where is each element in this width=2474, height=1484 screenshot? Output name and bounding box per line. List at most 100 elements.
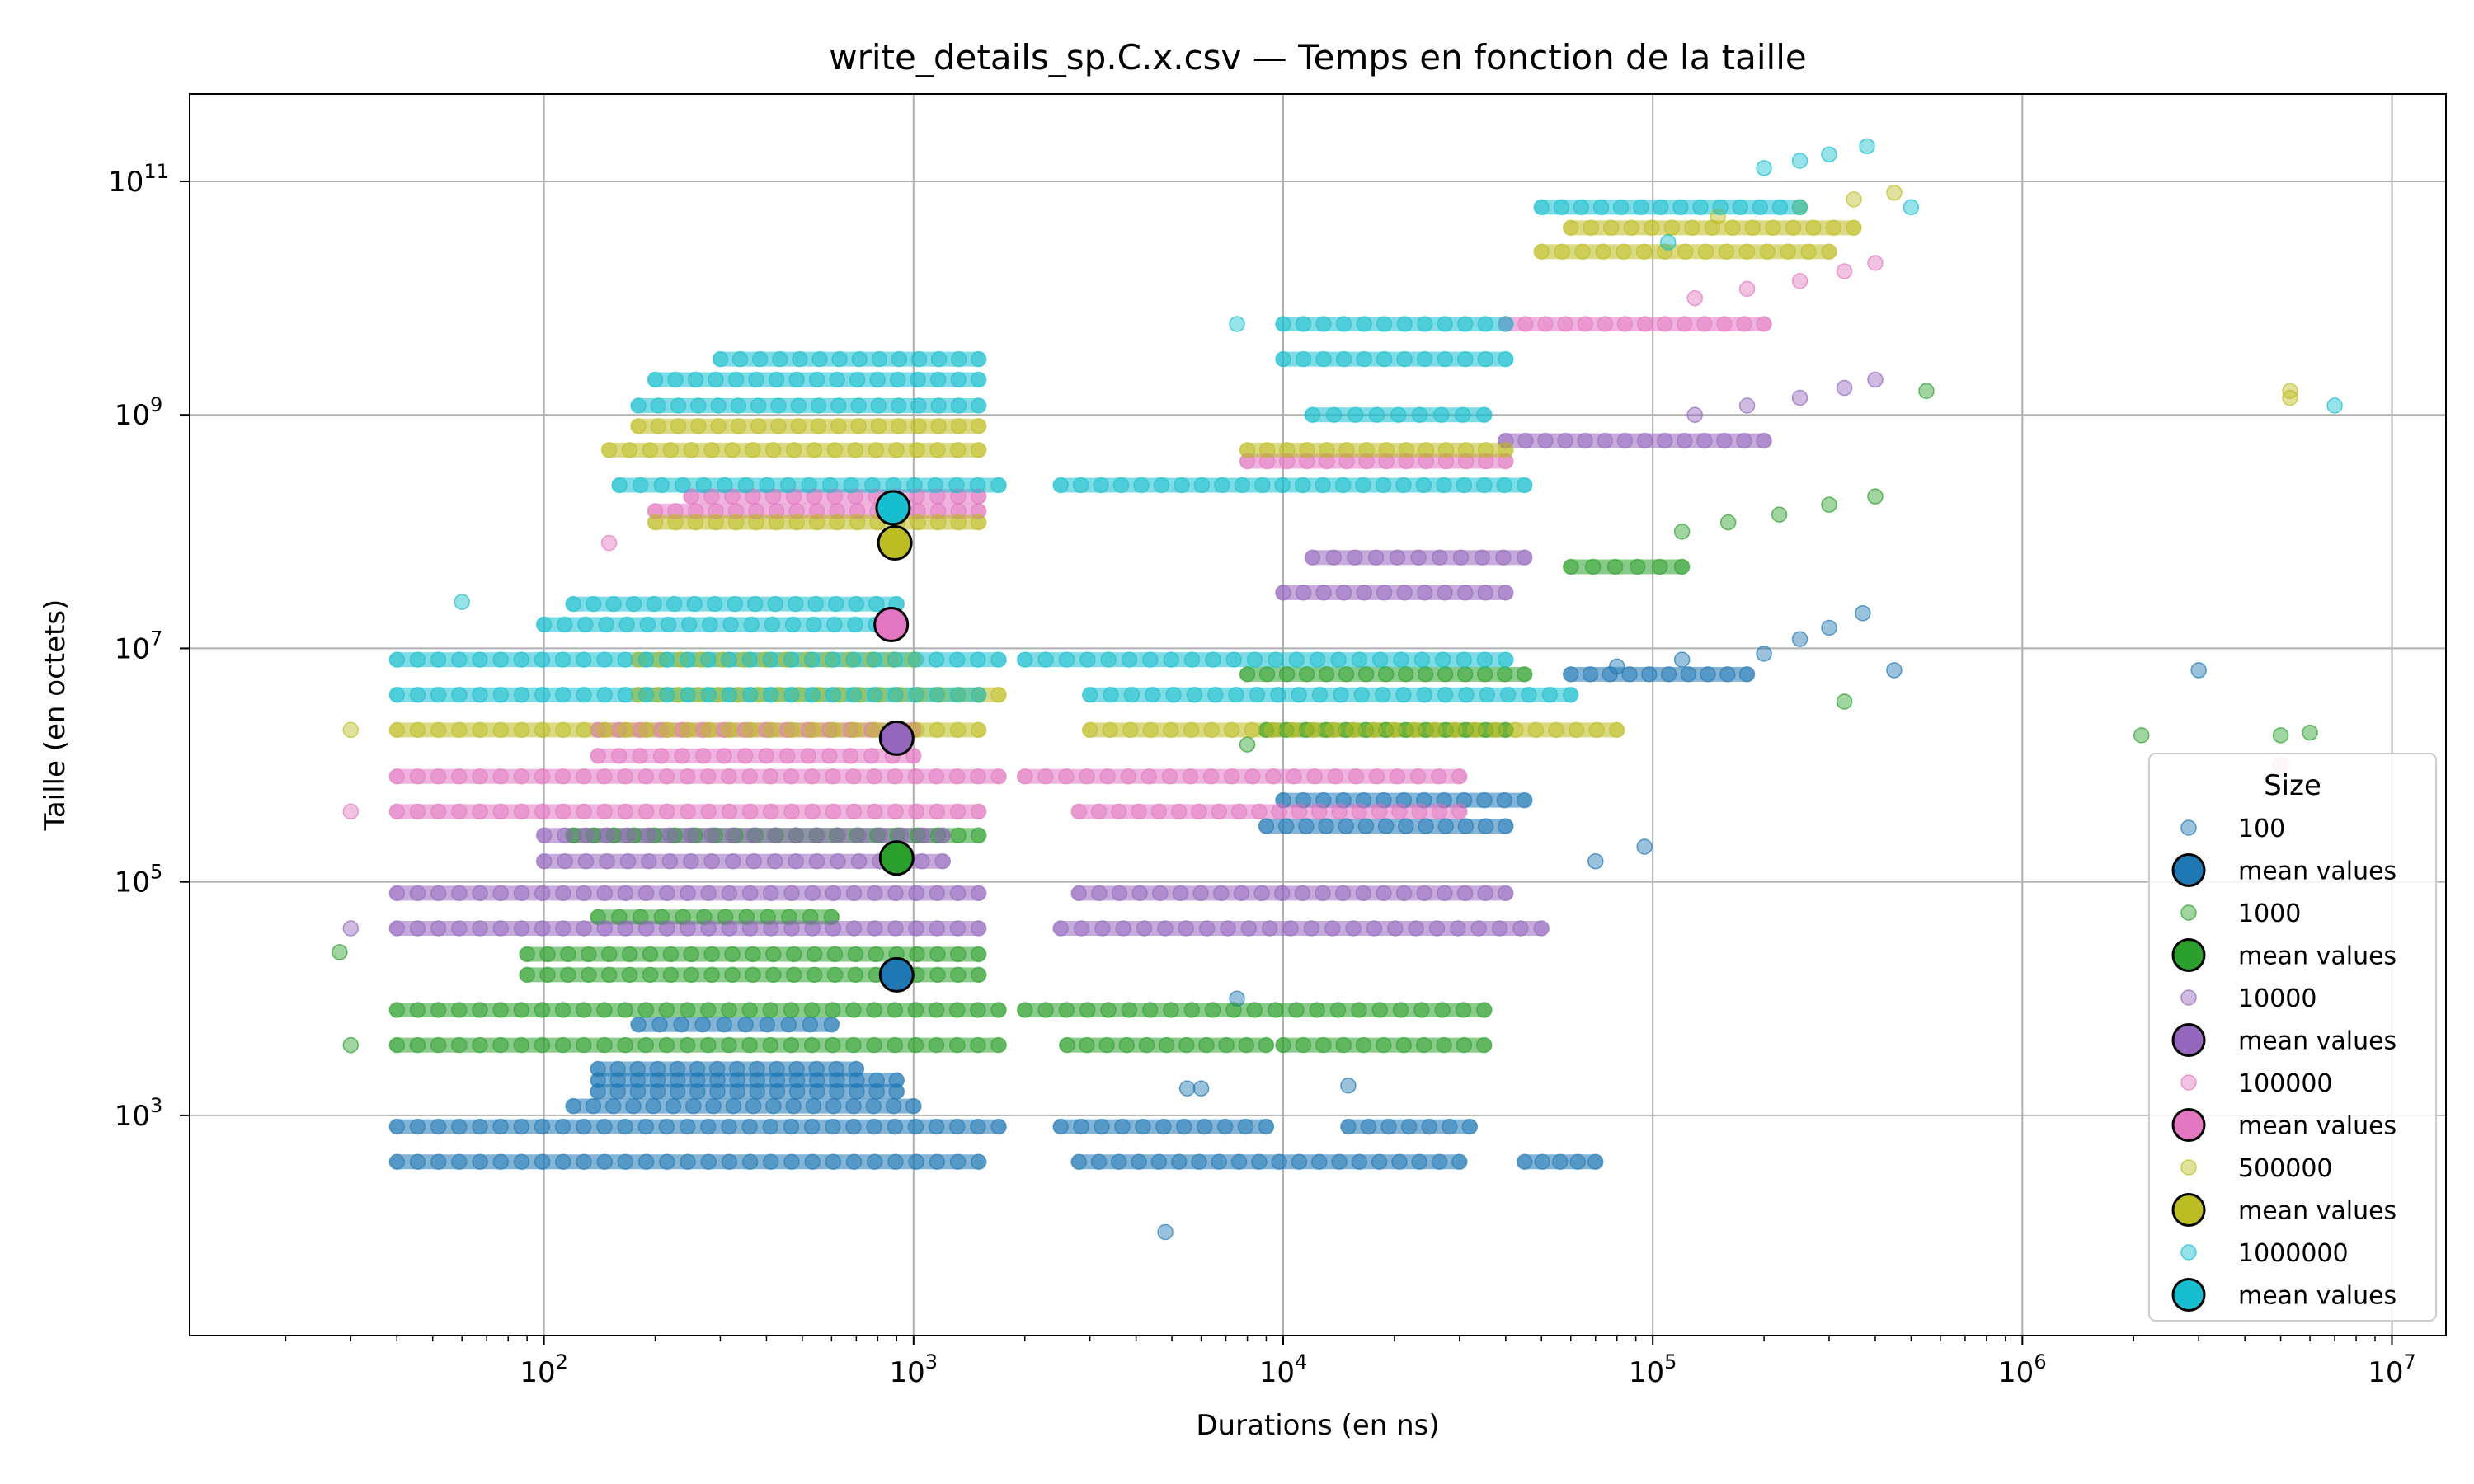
data-point-100000 [721, 803, 738, 820]
data-point-1000000 [1206, 687, 1224, 703]
data-point-1000000 [1103, 687, 1119, 703]
data-point-100 [1111, 1153, 1127, 1171]
data-point-1000000 [690, 397, 707, 414]
data-point-1000000 [722, 616, 739, 633]
data-point-100 [788, 1072, 806, 1089]
data-point-500000 [830, 418, 847, 434]
y-tick-label: 107 [115, 627, 163, 665]
data-point-500000 [727, 514, 745, 531]
data-point-100 [1587, 1153, 1604, 1171]
data-point-10000 [1356, 585, 1372, 601]
data-point-100000 [451, 768, 468, 785]
data-point-100 [1052, 1118, 1069, 1135]
data-point-1000000 [910, 397, 927, 414]
data-point-100000 [800, 748, 816, 764]
data-point-500000 [555, 721, 571, 739]
y-axis-ticks: 103 105 107 109 1011 [108, 160, 190, 1133]
data-point-100000 [970, 803, 987, 820]
data-point-100 [1310, 1153, 1328, 1171]
data-point-1000 [1258, 721, 1275, 739]
data-point-100 [1192, 1080, 1210, 1097]
data-point-10000 [1275, 585, 1291, 601]
data-point-1000 [1163, 1002, 1179, 1018]
data-point-1000 [1121, 1002, 1138, 1018]
data-point-1000 [1376, 1036, 1392, 1054]
data-point-10000 [808, 852, 825, 870]
data-point-1000 [700, 1036, 717, 1054]
data-point-1000 [1476, 666, 1493, 683]
data-point-1000 [621, 966, 638, 984]
data-point-1000000 [970, 350, 987, 368]
grid-lines [190, 94, 2446, 1336]
data-point-100000 [758, 721, 774, 739]
data-point-100 [1380, 1118, 1397, 1135]
data-point-1000 [409, 1036, 426, 1054]
data-point-100 [1155, 1118, 1172, 1135]
data-point-500000 [757, 651, 774, 668]
data-point-1000 [539, 966, 556, 984]
data-point-100000 [1409, 768, 1427, 785]
data-point-1000 [581, 966, 597, 984]
data-point-100000 [700, 768, 717, 785]
data-point-100000 [1265, 768, 1282, 785]
data-point-100 [700, 1153, 717, 1171]
data-point-1000000 [1295, 316, 1312, 332]
data-point-10000 [1437, 885, 1453, 902]
data-point-100 [709, 1083, 726, 1100]
data-point-10000 [683, 827, 699, 844]
data-point-10000 [804, 885, 821, 902]
data-point-10000 [557, 827, 573, 844]
data-point-1000000 [850, 397, 867, 414]
data-point-1000000 [702, 616, 718, 633]
data-point-1000000 [907, 651, 924, 668]
legend-marker-mean [2171, 1108, 2206, 1142]
data-point-500000 [1608, 721, 1625, 739]
data-point-10000 [741, 885, 759, 902]
data-point-10000 [492, 920, 510, 937]
data-point-10000 [830, 852, 846, 870]
data-point-100 [625, 1097, 642, 1115]
data-point-1000000 [585, 595, 602, 613]
data-point-100 [866, 1118, 882, 1135]
data-point-1000000 [1142, 651, 1159, 668]
data-point-100000 [1182, 768, 1199, 785]
data-point-1000000 [788, 371, 805, 388]
data-point-10000 [745, 852, 762, 870]
data-point-500000 [806, 442, 823, 458]
data-point-1000 [2133, 727, 2150, 744]
data-point-1000 [451, 1036, 468, 1054]
data-point-1000 [1355, 1036, 1372, 1054]
data-point-500000 [1406, 721, 1423, 739]
data-point-100 [749, 1072, 766, 1089]
data-point-500000 [1821, 243, 1837, 260]
data-point-10000 [513, 920, 530, 937]
data-point-100 [492, 1118, 509, 1135]
data-point-100 [534, 1153, 551, 1171]
data-point-500000 [1886, 184, 1903, 201]
data-point-100000 [472, 768, 488, 785]
data-point-1000000 [1435, 651, 1451, 668]
data-point-10000 [929, 885, 946, 902]
data-point-1000000 [770, 397, 787, 414]
data-point-100000 [842, 748, 859, 764]
data-point-100000 [600, 534, 618, 552]
data-point-100000 [1090, 803, 1108, 820]
data-point-1000 [554, 1002, 571, 1018]
data-point-1000000 [867, 687, 883, 703]
data-point-500000 [826, 442, 844, 458]
data-point-100 [1437, 818, 1454, 834]
data-point-100 [1094, 1118, 1110, 1135]
legend-label: mean values [2238, 857, 2396, 886]
data-point-100000 [970, 488, 987, 505]
data-point-1000000 [764, 616, 781, 633]
data-point-100 [1340, 1077, 1357, 1094]
data-point-10000 [788, 852, 804, 870]
data-point-1000000 [1052, 477, 1069, 494]
data-point-100000 [596, 803, 613, 820]
data-point-1000 [806, 946, 823, 963]
data-point-1000000 [1416, 350, 1433, 368]
data-point-1000 [1719, 514, 1737, 531]
data-point-10000 [1516, 549, 1533, 566]
data-point-1000000 [807, 595, 824, 613]
data-point-10000 [1477, 585, 1494, 601]
